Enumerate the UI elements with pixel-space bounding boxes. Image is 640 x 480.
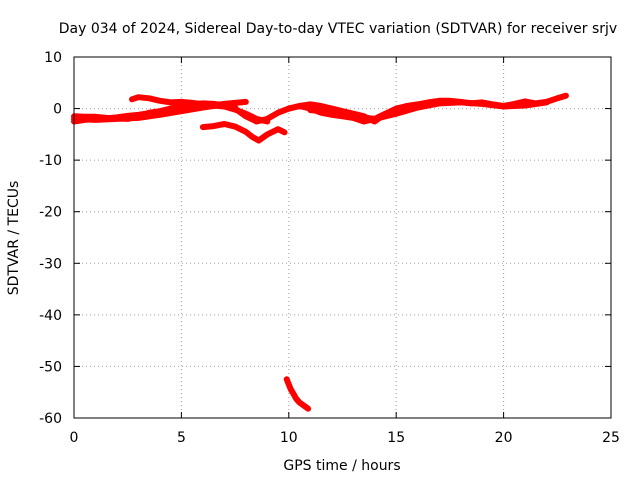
x-tick-label: 10	[280, 430, 298, 446]
plot-frame	[73, 56, 612, 419]
x-tick-label: 25	[602, 430, 620, 446]
y-tick-label: 0	[53, 102, 62, 118]
series-arc-5	[199, 121, 288, 144]
x-tick-label: 15	[387, 430, 405, 446]
y-tick-label: 10	[44, 50, 62, 66]
y-tick-label: -40	[39, 308, 62, 324]
series-arc-8	[283, 376, 312, 412]
x-tick-label: 5	[177, 430, 186, 446]
x-tick-label: 20	[495, 430, 513, 446]
x-tick-label: 0	[70, 430, 79, 446]
y-axis-label: SDTVAR / TECUs	[6, 181, 22, 296]
y-tick-label: -30	[39, 256, 62, 272]
series-arc-7	[307, 99, 550, 122]
x-axis-label: GPS time / hours	[283, 458, 400, 474]
plot-area	[71, 92, 569, 412]
y-tick-label: -50	[39, 359, 62, 375]
y-tick-label: -10	[39, 153, 62, 169]
series-arc-4	[71, 101, 410, 125]
y-tick-label: -20	[39, 205, 62, 221]
chart-title: Day 034 of 2024, Sidereal Day-to-day VTE…	[59, 21, 617, 37]
y-tick-label: -60	[39, 411, 62, 427]
